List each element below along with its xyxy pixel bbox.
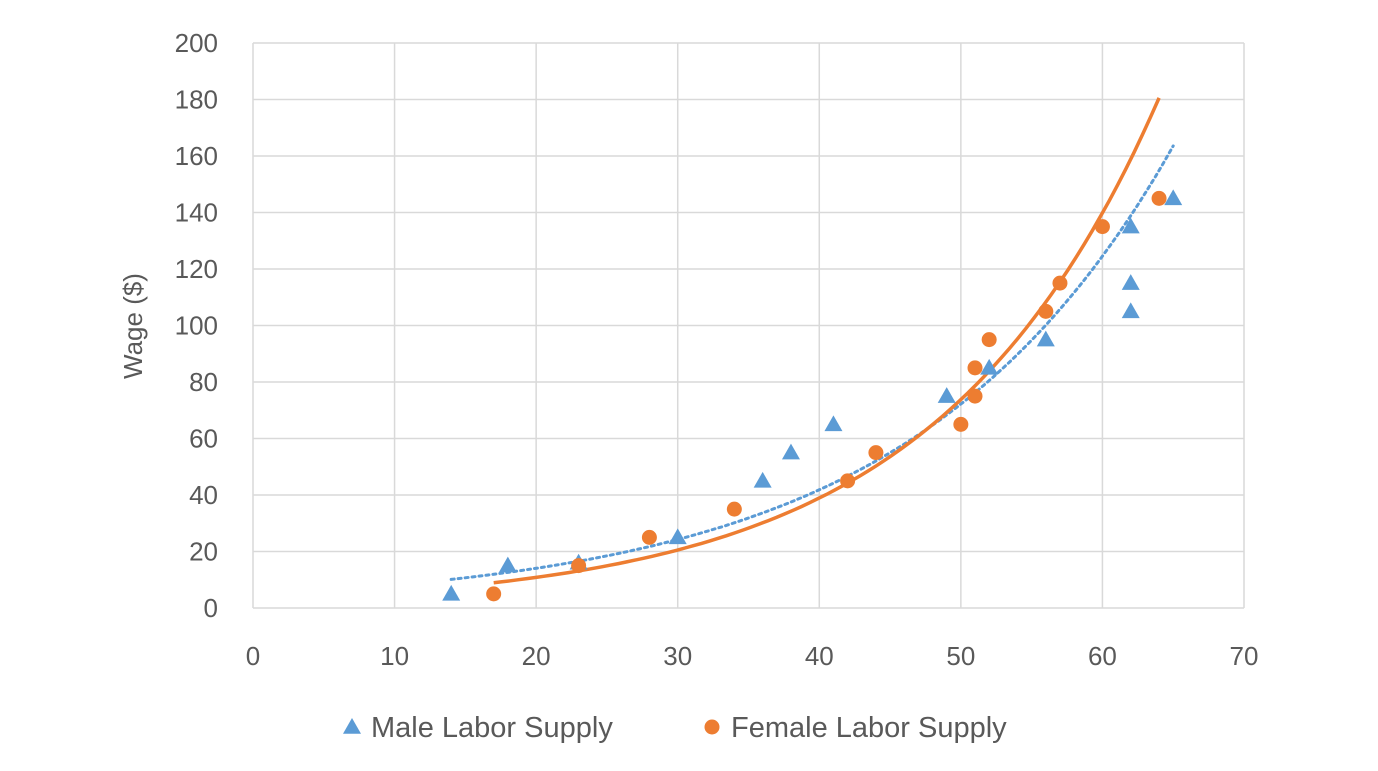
y-tick-label: 140 xyxy=(175,198,218,228)
y-tick-label: 60 xyxy=(189,424,218,454)
female-data-point xyxy=(486,586,502,602)
male-data-point xyxy=(442,584,461,601)
y-tick-label: 120 xyxy=(175,254,218,284)
x-tick-label: 10 xyxy=(380,641,409,671)
male-data-point xyxy=(1121,217,1140,234)
x-tick-label: 60 xyxy=(1088,641,1117,671)
y-tick-label: 100 xyxy=(175,311,218,341)
female-data-point xyxy=(726,501,742,517)
male-data-point xyxy=(1121,302,1140,319)
male-data-point xyxy=(753,471,772,488)
gridlines xyxy=(252,42,1245,609)
female-data-point xyxy=(1052,275,1068,291)
male-data-point xyxy=(781,443,800,460)
x-tick-label: 0 xyxy=(246,641,260,671)
y-axis-tick-labels: 0 20 40 60 80 100 120 140 160 180 200 xyxy=(175,28,218,623)
female-data-point xyxy=(967,388,983,404)
female-data-point xyxy=(641,529,657,545)
x-tick-label: 70 xyxy=(1230,641,1259,671)
male-data-point xyxy=(668,528,687,545)
female-data-point xyxy=(840,473,856,489)
female-data-point xyxy=(868,445,884,461)
y-tick-label: 20 xyxy=(189,537,218,567)
female-data-point xyxy=(571,558,587,574)
x-tick-label: 20 xyxy=(522,641,551,671)
male-data-point xyxy=(1164,189,1183,206)
trendline-male xyxy=(449,144,1175,581)
male-data-point xyxy=(1121,274,1140,290)
female-data-point xyxy=(981,332,997,348)
y-tick-label: 160 xyxy=(175,141,218,171)
y-tick-label: 200 xyxy=(175,28,218,58)
female-data-point xyxy=(1151,190,1167,206)
legend-label: Female Labor Supply xyxy=(731,712,1007,744)
trendline-female xyxy=(493,97,1161,585)
female-data-point xyxy=(953,416,969,432)
female-data-point xyxy=(967,360,983,376)
y-tick-label: 180 xyxy=(175,85,218,115)
x-tick-label: 50 xyxy=(946,641,975,671)
x-tick-label: 40 xyxy=(805,641,834,671)
x-tick-label: 30 xyxy=(663,641,692,671)
legend: Male Labor Supply Female Labor Supply xyxy=(343,712,1007,744)
data-points xyxy=(442,189,1183,602)
trendlines xyxy=(449,97,1175,585)
female-data-point xyxy=(1094,219,1110,235)
male-data-point xyxy=(1036,330,1055,347)
y-tick-label: 0 xyxy=(204,593,218,623)
female-data-point xyxy=(1038,303,1054,319)
y-tick-label: 80 xyxy=(189,367,218,397)
male-data-point xyxy=(824,415,843,432)
legend-male-marker xyxy=(343,718,361,734)
y-tick-label: 40 xyxy=(189,480,218,510)
male-data-point xyxy=(498,556,517,573)
x-axis-tick-labels: 0 10 20 30 40 50 60 70 xyxy=(246,641,1259,671)
legend-label: Male Labor Supply xyxy=(371,712,613,744)
y-axis-title: Wage ($) xyxy=(118,273,148,379)
legend-female-marker xyxy=(704,719,720,735)
male-data-point xyxy=(980,358,999,375)
male-data-point xyxy=(937,387,956,403)
